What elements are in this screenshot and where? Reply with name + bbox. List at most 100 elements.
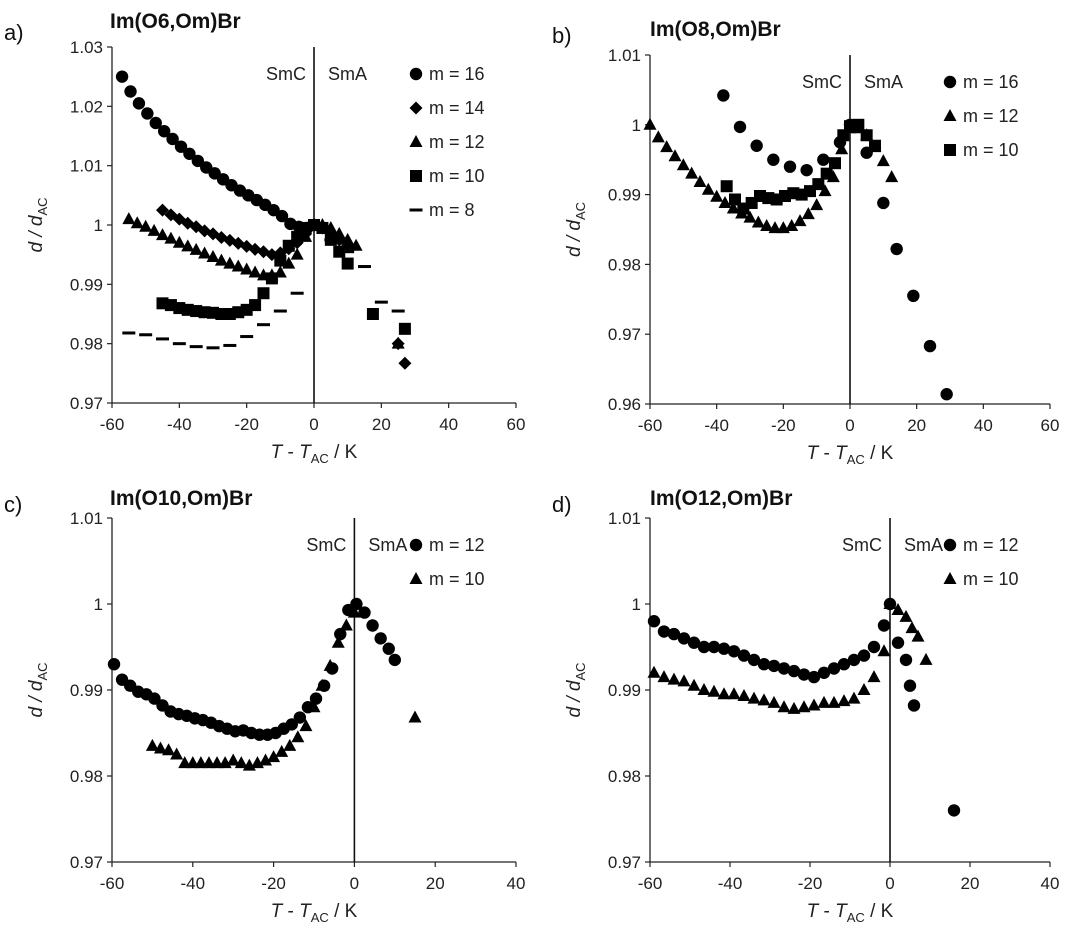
data-point xyxy=(350,597,363,611)
legend-marker xyxy=(409,101,423,115)
data-point xyxy=(857,683,871,695)
data-point xyxy=(391,336,405,349)
data-point xyxy=(162,743,176,756)
y-tick-label: 0.98 xyxy=(70,335,103,354)
data-point xyxy=(107,658,121,671)
series-2 xyxy=(643,117,899,234)
data-point xyxy=(124,85,137,98)
data-point xyxy=(166,132,179,146)
data-point xyxy=(172,235,186,248)
data-point xyxy=(141,107,154,120)
data-point xyxy=(285,718,298,731)
data-point xyxy=(890,242,903,256)
data-point xyxy=(747,653,761,667)
data-point xyxy=(366,619,379,632)
series-1 xyxy=(717,89,953,401)
data-point xyxy=(817,695,831,708)
x-tick-label: 40 xyxy=(507,874,526,893)
data-point xyxy=(657,625,671,638)
legend-marker xyxy=(943,75,957,89)
data-point xyxy=(290,247,304,260)
y-tick-label: 1.01 xyxy=(608,509,641,528)
data-point xyxy=(189,345,203,349)
data-point xyxy=(293,711,307,724)
data-point xyxy=(747,691,761,704)
legend-entry: m = 8 xyxy=(429,200,475,220)
phase-label-sma: SmA xyxy=(368,535,407,555)
data-point xyxy=(767,695,781,708)
data-point xyxy=(911,629,925,642)
data-point xyxy=(290,291,304,295)
legend-entry: m = 12 xyxy=(429,535,485,555)
series-3 xyxy=(720,118,881,215)
phase-label-smc: SmC xyxy=(802,72,842,92)
data-point xyxy=(737,649,751,662)
data-point xyxy=(349,238,363,251)
data-point xyxy=(267,750,281,763)
data-point xyxy=(907,699,921,712)
chart-panel-4: -60 -40 -20 0 20 40 0.97 0.98 0.99 1 1.01 d) Im(O12,… xyxy=(552,487,1059,925)
legend-marker xyxy=(410,170,422,182)
data-point xyxy=(226,753,240,766)
data-point xyxy=(248,265,262,278)
data-point xyxy=(768,221,782,234)
data-point xyxy=(793,214,807,227)
y-tick-label: 0.97 xyxy=(70,394,103,413)
legend-marker xyxy=(944,144,956,156)
data-point xyxy=(940,388,953,401)
data-point xyxy=(358,606,371,619)
data-point xyxy=(309,692,323,705)
data-point xyxy=(717,642,731,655)
y-tick-label: 1 xyxy=(94,595,103,614)
data-point xyxy=(265,272,278,285)
x-tick-label: 20 xyxy=(961,874,980,893)
chart-panel-1: -60 -40 -20 0 20 40 60 0.97 0.98 0.99 1 1.01 1.02 1.0… xyxy=(4,10,525,466)
data-point xyxy=(757,693,771,706)
data-point xyxy=(275,209,289,223)
data-point xyxy=(122,212,136,225)
data-point xyxy=(818,184,832,197)
data-point xyxy=(257,245,270,259)
data-point xyxy=(157,125,171,138)
data-point xyxy=(283,738,297,751)
data-point xyxy=(797,700,811,713)
y-tick-label: 0.99 xyxy=(608,681,641,700)
panel-label: c) xyxy=(4,492,22,517)
data-point xyxy=(787,664,801,678)
data-point xyxy=(206,250,220,263)
data-point xyxy=(382,642,395,655)
data-point xyxy=(341,257,354,270)
data-point xyxy=(687,678,701,691)
data-point xyxy=(677,674,691,687)
x-tick-label: 20 xyxy=(372,415,391,434)
data-point xyxy=(388,653,401,667)
x-tick-label: -60 xyxy=(638,874,663,893)
data-point xyxy=(214,253,228,266)
data-point xyxy=(156,203,169,217)
data-point xyxy=(785,219,799,232)
x-tick-label: 60 xyxy=(1041,416,1060,435)
data-point xyxy=(685,166,699,179)
data-point xyxy=(153,741,167,754)
data-point xyxy=(677,632,691,645)
data-point xyxy=(274,254,287,267)
data-point xyxy=(647,615,661,628)
data-point xyxy=(869,139,881,152)
data-point xyxy=(693,175,707,188)
data-point xyxy=(727,645,741,658)
y-axis-label: d / dAC xyxy=(26,197,50,252)
data-point xyxy=(667,627,681,641)
data-point xyxy=(259,753,273,766)
legend-marker xyxy=(409,135,423,147)
data-point xyxy=(339,618,353,631)
phase-label-sma: SmA xyxy=(328,64,367,84)
data-point xyxy=(275,744,289,757)
x-axis-label: T - TAC / K xyxy=(271,901,358,925)
legend: m = 12 m = 10 xyxy=(943,535,1019,589)
data-point xyxy=(183,147,196,160)
data-point xyxy=(919,652,933,665)
data-point xyxy=(860,129,873,142)
x-tick-label: 20 xyxy=(907,416,926,435)
data-point xyxy=(132,97,146,110)
data-point xyxy=(800,163,813,177)
